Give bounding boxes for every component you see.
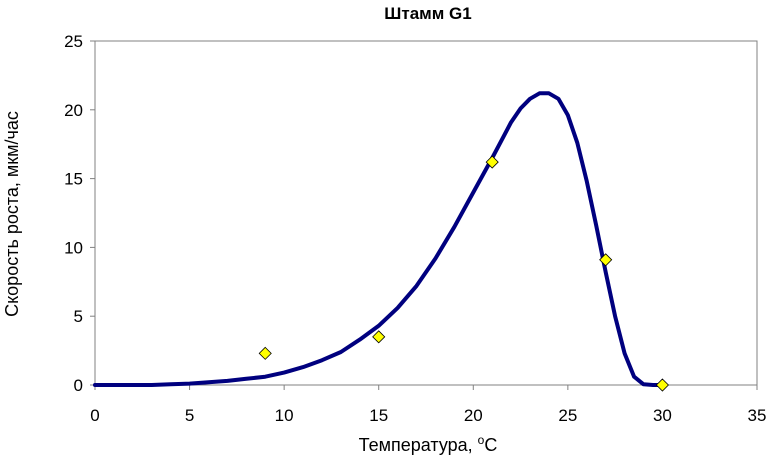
data-point-marker (655, 378, 669, 392)
x-tick-label: 30 (653, 406, 672, 425)
y-tick-label: 5 (74, 307, 83, 326)
y-tick-label: 25 (64, 32, 83, 51)
x-tick-label: 0 (90, 406, 99, 425)
chart-title: Штамм G1 (384, 4, 471, 23)
x-tick-label: 5 (185, 406, 194, 425)
data-point-marker (599, 253, 613, 267)
x-axis-label-superscript: o (478, 433, 485, 447)
x-tick-label: 20 (464, 406, 483, 425)
x-tick-label: 25 (558, 406, 577, 425)
x-axis-label-text: Температура, (359, 435, 478, 455)
x-axis-label-unit: C (484, 435, 497, 455)
data-point-marker (485, 155, 499, 169)
data-point-marker (372, 330, 386, 344)
y-tick-label: 20 (64, 101, 83, 120)
y-axis-label: Скорость роста, мкм/час (2, 111, 22, 317)
x-axis-label: Температура, oC (359, 433, 498, 455)
data-point-marker (258, 346, 272, 360)
y-axis-ticks: 0 5 10 15 20 25 (64, 32, 95, 395)
y-tick-label: 15 (64, 170, 83, 189)
y-tick-label: 10 (64, 238, 83, 257)
x-axis-ticks: 0 5 10 15 20 25 30 35 (90, 385, 766, 425)
x-tick-label: 10 (275, 406, 294, 425)
series-layer (93, 91, 669, 392)
y-tick-label: 0 (74, 376, 83, 395)
plot-area (94, 40, 758, 386)
x-tick-label: 35 (748, 406, 767, 425)
x-tick-label: 15 (369, 406, 388, 425)
